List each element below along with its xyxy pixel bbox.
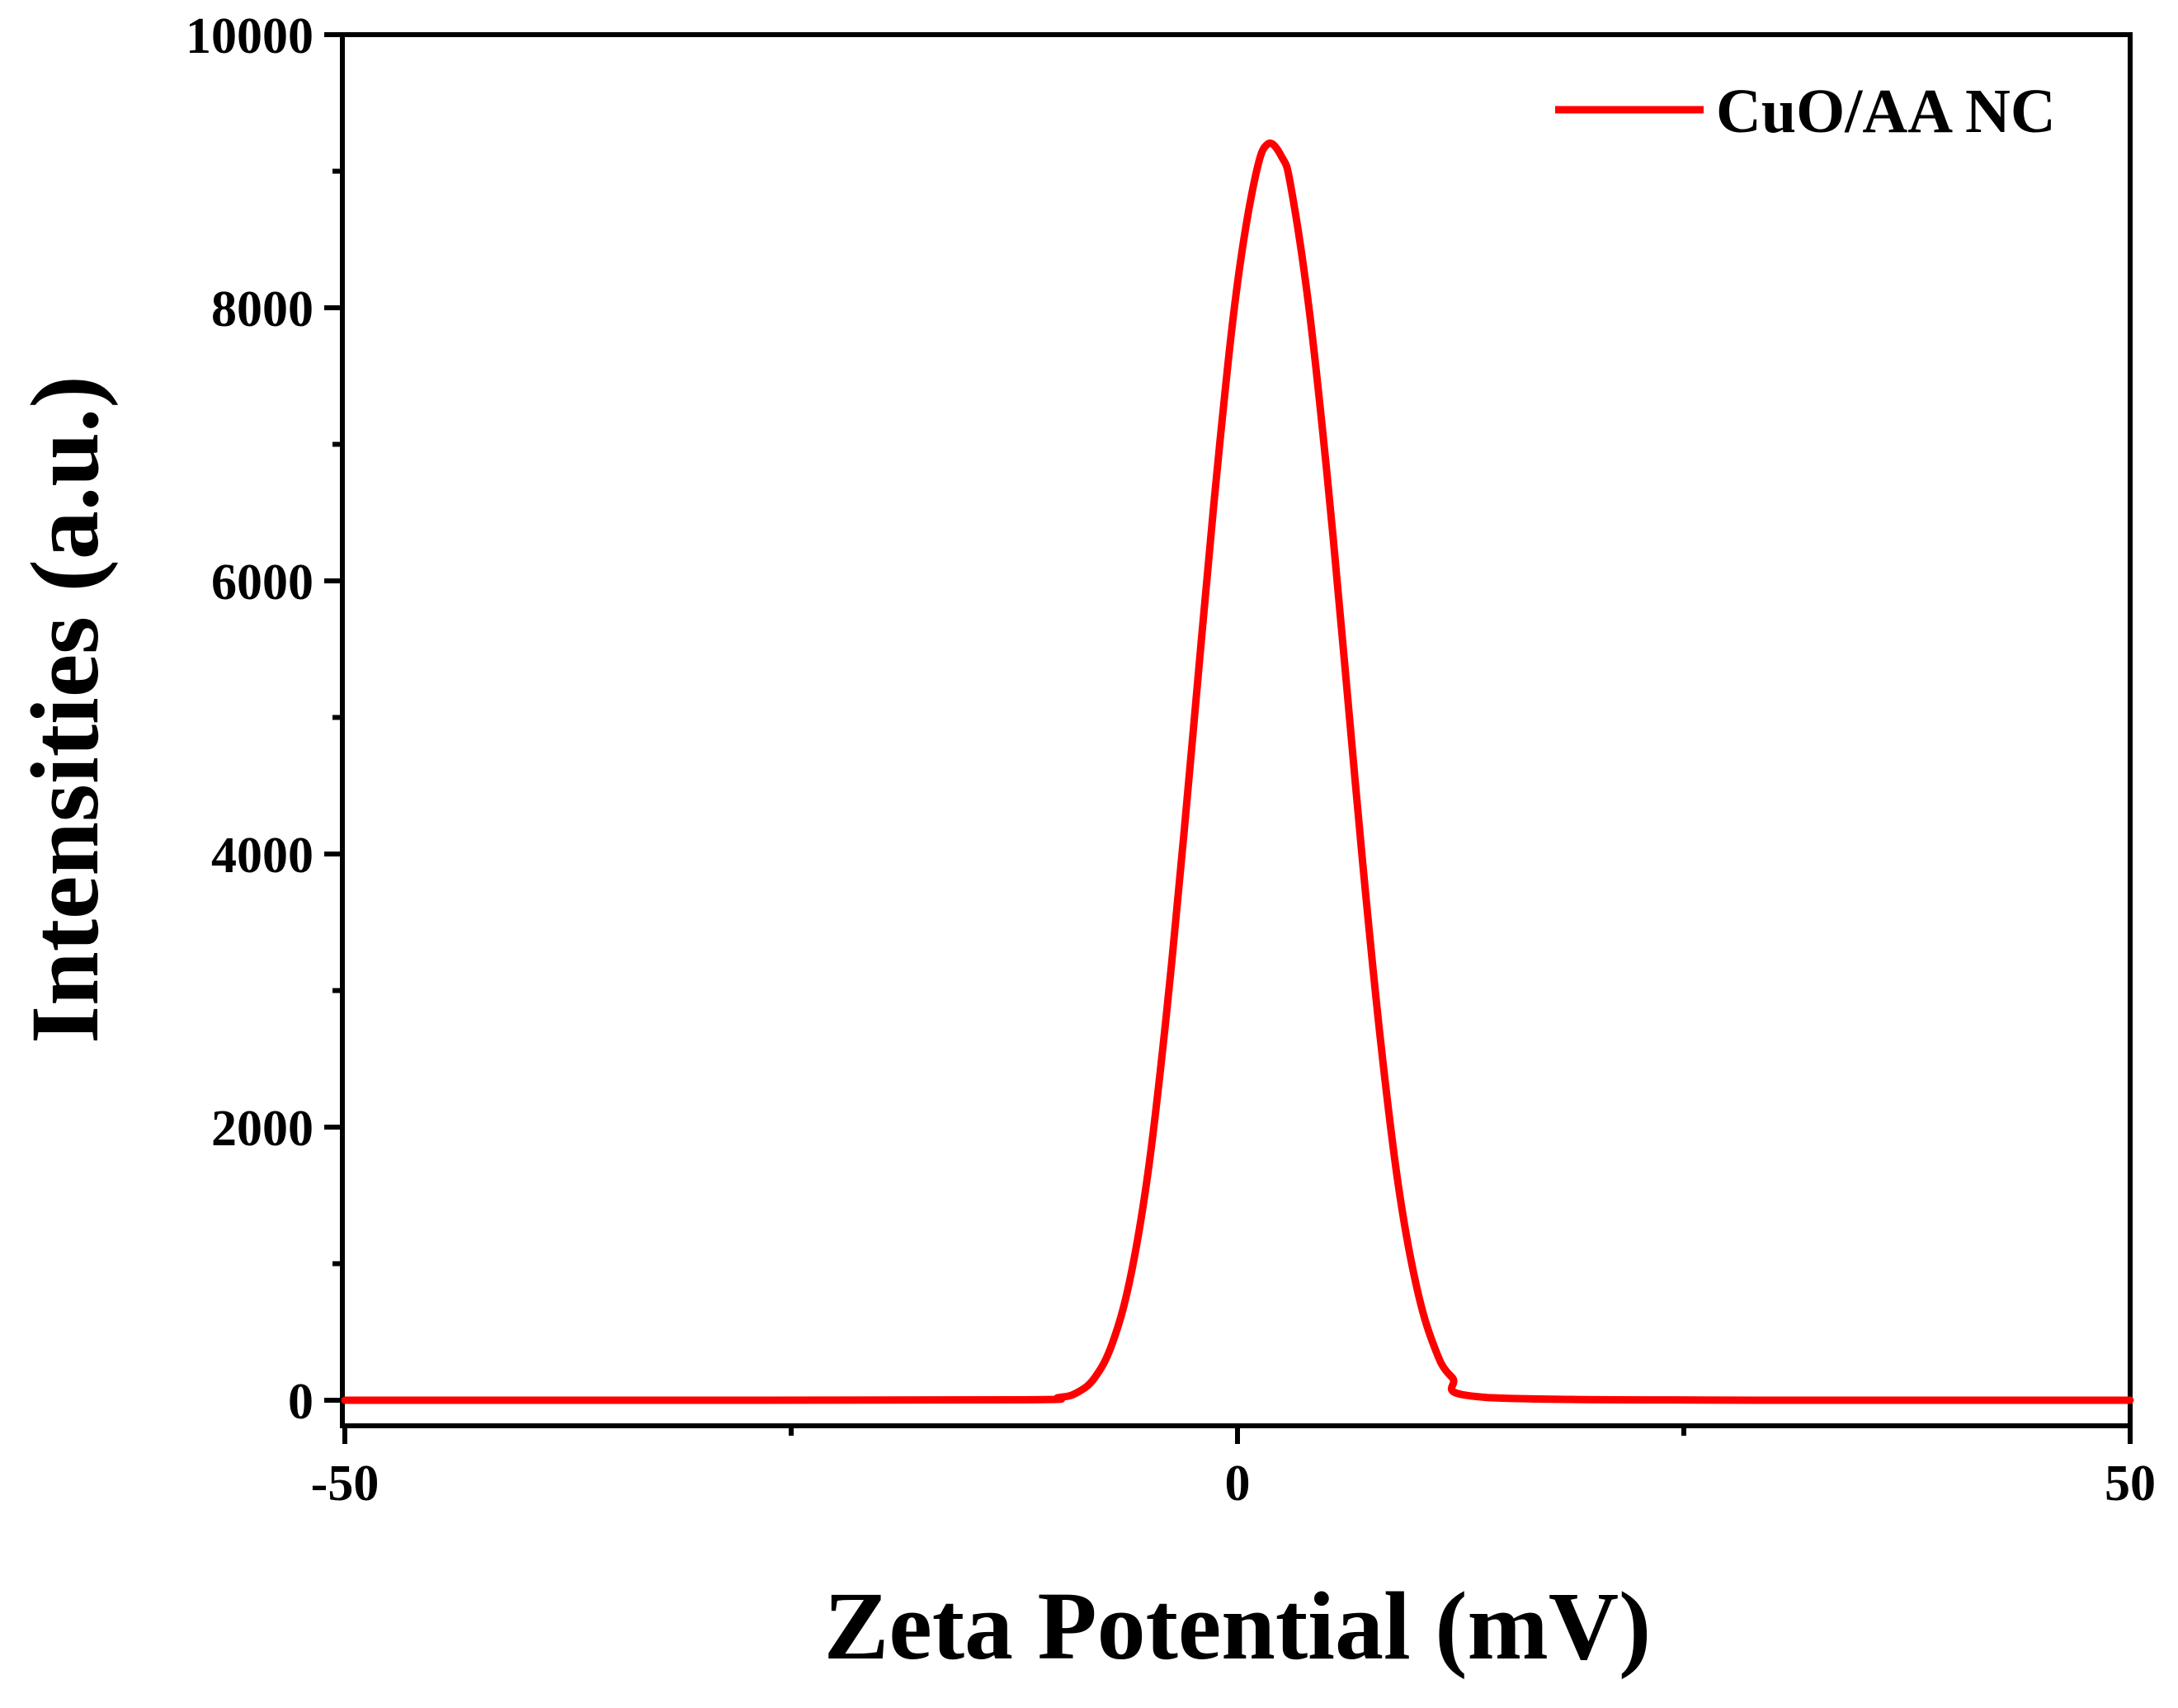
x-tick-label: 0	[1225, 1456, 1251, 1512]
x-tick-label: 50	[2105, 1456, 2156, 1512]
plot-border	[340, 32, 2133, 1428]
x-tick-label: -50	[311, 1456, 380, 1512]
axis-ticks	[324, 32, 2133, 1444]
y-tick-label: 2000	[211, 1101, 314, 1157]
y-tick-label: 4000	[211, 828, 314, 884]
y-tick-label: 10000	[186, 8, 314, 64]
y-tick-label: 8000	[211, 281, 314, 337]
y-axis-title: Intensities (a.u.)	[11, 375, 119, 1044]
legend-label-cuo-aa-nc: CuO/AA NC	[1716, 77, 2056, 146]
series-layer	[341, 139, 2134, 1404]
series-line-cuo-aa-nc	[341, 139, 2134, 1404]
x-axis-title: Zeta Potential (mV)	[824, 1572, 1652, 1680]
plot-frame	[340, 32, 2133, 1428]
y-tick-label: 6000	[211, 554, 314, 611]
legend: CuO/AA NC	[1555, 77, 2056, 146]
y-tick-label: 0	[288, 1374, 314, 1430]
axis-tick-labels: 0 2000 4000 6000 8000 10000 -50 0 50	[186, 8, 2156, 1512]
